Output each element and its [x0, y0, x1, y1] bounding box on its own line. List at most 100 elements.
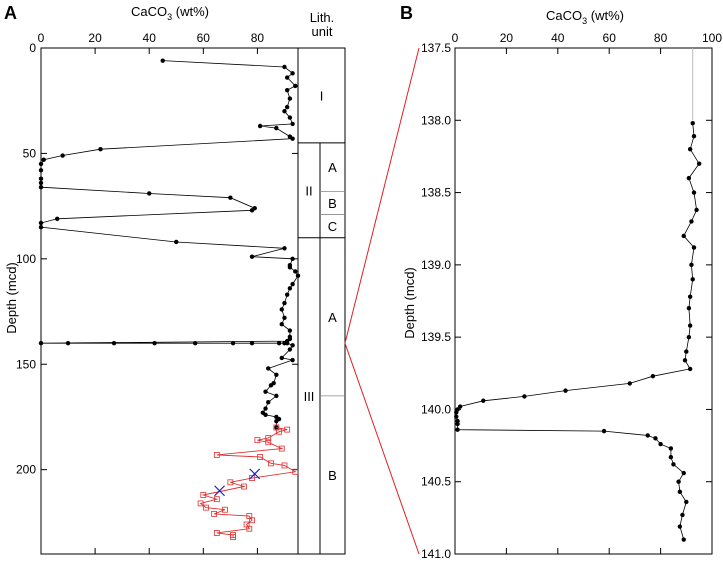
data-point-a — [284, 292, 290, 297]
data-point-a — [193, 340, 198, 346]
data-point-a-square — [227, 479, 234, 486]
data-point-a-square — [281, 462, 288, 469]
data-point-a — [290, 71, 295, 76]
data-point-a — [41, 157, 46, 162]
data-point-a — [279, 307, 284, 312]
data-point-a — [282, 246, 287, 251]
series-line-a-black — [40, 60, 299, 428]
data-point-a — [293, 269, 298, 274]
lith-subunit-label: A — [328, 310, 337, 325]
panel-a-x-tick-label: 80 — [251, 31, 265, 45]
data-point-a — [160, 58, 165, 63]
data-point-a — [65, 340, 71, 346]
data-point-a — [38, 225, 44, 230]
lith-unit-label: I — [320, 88, 324, 103]
data-point-a-square — [222, 506, 228, 513]
data-point-a — [274, 393, 279, 399]
data-point-b — [645, 433, 650, 438]
series-line-b — [455, 123, 700, 540]
panel-b-y-tick-label: 139.0 — [421, 258, 451, 272]
data-point-a-square — [265, 439, 272, 446]
data-point-b — [681, 537, 686, 542]
panel-b-y-tick-label: 139.5 — [421, 330, 451, 344]
data-point-a — [268, 383, 274, 388]
data-point-a — [279, 355, 284, 361]
panel-a-x-tick-label: 0 — [38, 31, 45, 45]
data-point-b — [691, 133, 697, 139]
data-point-b — [481, 398, 486, 403]
panel-a-ticks: 0 20 40 60 80 0 50 100 150 200 — [16, 31, 298, 554]
data-point-a-square — [213, 452, 220, 458]
panel-b-y-tick-label: 140.5 — [421, 475, 451, 489]
data-point-b — [601, 428, 607, 434]
data-point-a-square — [284, 426, 291, 433]
data-point-b — [681, 233, 686, 239]
data-point-a — [249, 254, 255, 259]
data-point-a-x-marker — [214, 485, 225, 497]
panel-a-letter: A — [4, 3, 17, 23]
data-point-a — [287, 265, 293, 270]
lith-unit-label: III — [304, 389, 315, 404]
panel-b-x-tick-label: 60 — [603, 31, 617, 45]
panel-b-y-tick-label: 138.0 — [421, 113, 451, 127]
panel-b-x-tick-label: 20 — [500, 31, 514, 45]
data-point-a — [293, 83, 298, 89]
data-point-a — [38, 176, 44, 181]
data-point-a-square — [276, 428, 282, 435]
data-point-b — [677, 489, 683, 495]
data-point-b — [691, 190, 697, 195]
data-point-b — [687, 366, 693, 372]
data-point-a — [279, 321, 284, 327]
data-point-b — [684, 499, 689, 505]
panel-b-frame — [454, 47, 713, 555]
data-point-a — [263, 406, 268, 411]
data-point-b — [686, 175, 692, 181]
panel-a-y-tick-label: 0 — [29, 41, 36, 55]
zoom-connector — [344, 47, 420, 555]
data-point-b — [680, 512, 685, 518]
panel-b-x-axis-title: CaCO3 (wt%) — [546, 8, 624, 26]
data-point-b — [627, 381, 632, 386]
data-point-a — [263, 412, 268, 418]
data-point-a — [98, 147, 103, 152]
panel-b-letter: B — [400, 3, 413, 23]
zoom-line-bottom — [344, 343, 420, 555]
data-point-a — [228, 195, 233, 200]
panel-b-x-tick-label: 40 — [551, 31, 565, 45]
data-point-a — [249, 208, 255, 213]
panel-b-y-tick-label: 137.5 — [421, 41, 451, 55]
data-point-b — [694, 207, 699, 213]
panel-b-y-tick-label: 140.0 — [421, 402, 451, 416]
data-point-b — [682, 358, 688, 363]
data-point-b — [454, 414, 459, 419]
data-point-a — [290, 357, 295, 363]
data-point-a — [249, 340, 255, 346]
panel-b-x-tick-label: 0 — [452, 31, 459, 45]
data-point-a — [38, 161, 44, 167]
data-point-a — [290, 136, 295, 141]
data-point-a — [38, 168, 44, 173]
lith-header-line2: unit — [312, 24, 333, 39]
data-point-a — [263, 389, 268, 394]
data-point-a — [282, 315, 287, 321]
data-point-b — [684, 349, 689, 354]
data-point-a — [38, 340, 44, 346]
data-point-a — [287, 328, 293, 333]
data-point-b — [686, 334, 692, 340]
data-point-b — [687, 294, 693, 299]
data-point-b — [668, 454, 674, 460]
lith-unit-label: II — [305, 183, 312, 198]
data-point-b — [677, 524, 683, 529]
panel-b-x-tick-label: 80 — [654, 31, 668, 45]
data-point-a — [266, 400, 271, 405]
data-point-a-square — [230, 534, 236, 541]
data-point-b — [696, 161, 702, 166]
data-point-a — [38, 220, 44, 226]
lith-column-frame — [297, 47, 346, 555]
panel-a-x-tick-label: 40 — [143, 31, 157, 45]
data-point-b — [455, 421, 460, 427]
panel-a-y-tick-label: 50 — [23, 146, 37, 160]
data-point-a — [295, 273, 301, 278]
